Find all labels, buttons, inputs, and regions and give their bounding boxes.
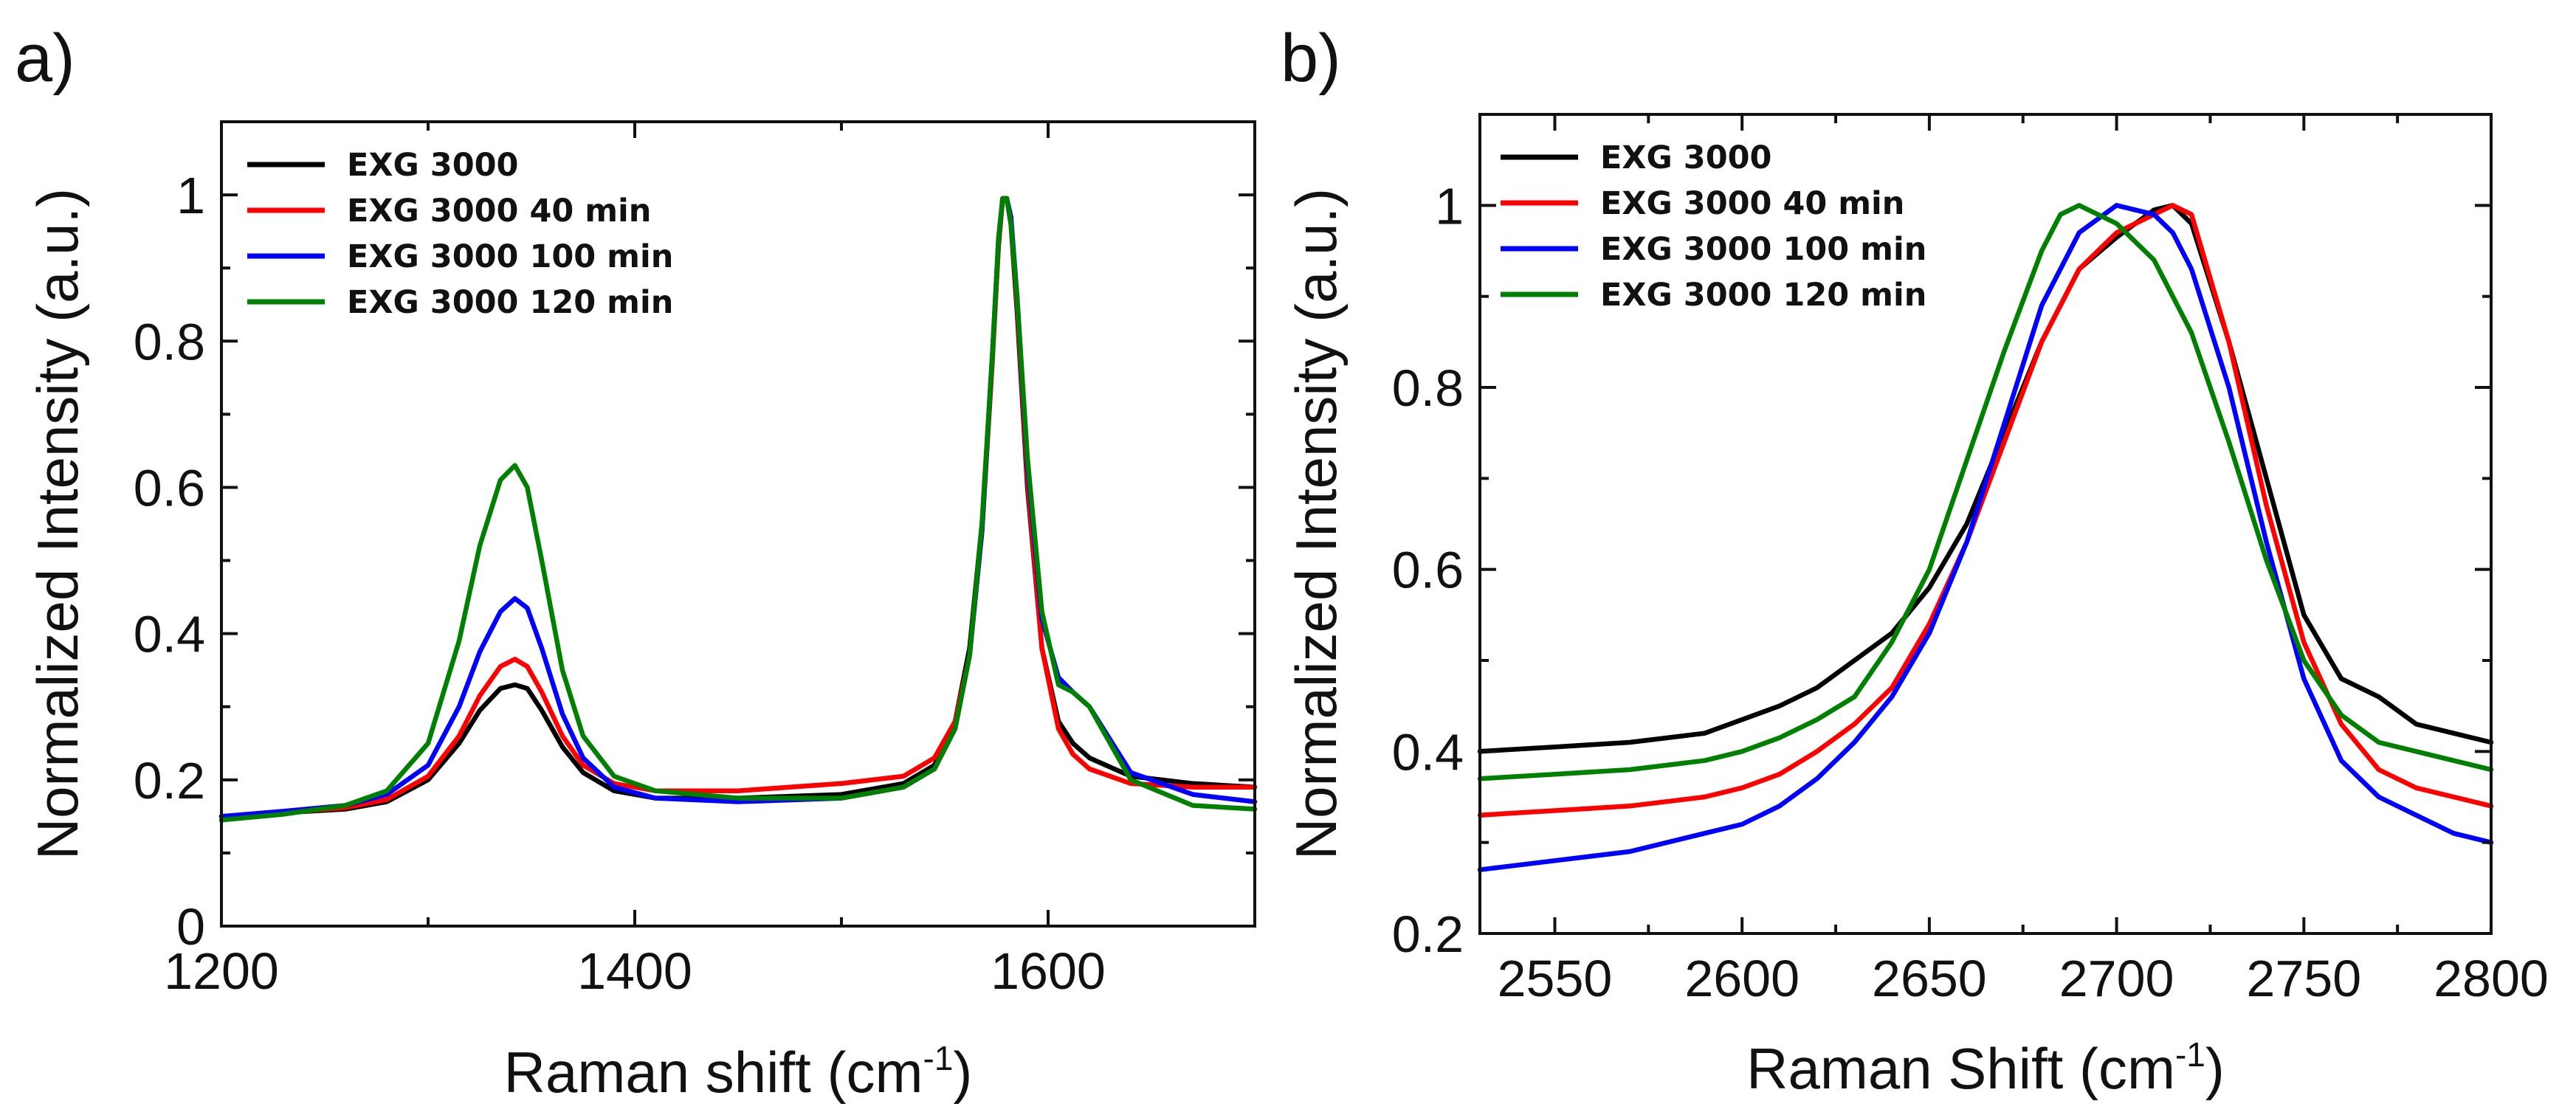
panel-b-x-tick-label: 2750 — [2246, 950, 2361, 1007]
panel-b-x-tick-label: 2700 — [2059, 950, 2174, 1007]
panel-b-x-axis-unit-base: (cm — [2079, 1036, 2175, 1101]
panel-a-y-tick-label: 1 — [176, 167, 205, 224]
panel-a-legend: EXG 3000 EXG 3000 40 min EXG 3000 100 min E… — [247, 147, 673, 321]
panel-b-series-line-2 — [1477, 203, 2494, 818]
panel-a-x-tick-label: 1400 — [577, 942, 692, 1000]
panel-b-legend-label-1: EXG 3000 — [1600, 139, 1771, 176]
panel-b-y-tick-label: 0.6 — [1392, 542, 1464, 599]
panel-a-label: a) — [15, 21, 75, 96]
panel-a-series-line-4 — [218, 196, 1258, 823]
panel-b-plot-frame — [1478, 113, 2493, 935]
panel-b-y-tick-label: 1 — [1435, 177, 1464, 235]
panel-b-legend-label-2: EXG 3000 40 min — [1600, 185, 1904, 222]
panel-b-x-tick-label: 2650 — [1872, 950, 1987, 1007]
panel-a-x-tick-label: 1200 — [164, 942, 279, 1000]
panel-b-x-tick-labels: 2550 2600 2650 2700 2750 2800 — [1498, 950, 2549, 1007]
panel-a-y-tick-label: 0 — [176, 898, 205, 956]
panel-b-y-tick-label: 0.2 — [1392, 905, 1464, 963]
panel-a-x-axis-unit-base: (cm — [827, 1040, 923, 1105]
panel-b-ticks — [1480, 114, 2493, 935]
panel-a-y-tick-labels: 0 0.2 0.4 0.6 0.8 1 — [134, 167, 205, 956]
panel-b-x-axis-unit-exp: -1 — [2175, 1035, 2205, 1074]
panel-b-x-tick-label: 2800 — [2434, 950, 2549, 1007]
panel-b-legend-label-3: EXG 3000 100 min — [1600, 231, 1926, 268]
panel-b-legend: EXG 3000 EXG 3000 40 min EXG 3000 100 min E… — [1501, 139, 1926, 314]
panel-a-legend-label-2: EXG 3000 40 min — [347, 193, 651, 229]
panel-a-x-tick-label: 1600 — [991, 942, 1106, 1000]
panel-b-y-tick-label: 0.8 — [1392, 359, 1464, 417]
panel-b-y-tick-labels: 0.2 0.4 0.6 0.8 1 — [1392, 177, 1464, 963]
panel-a-legend-label-1: EXG 3000 — [347, 147, 518, 184]
panel-a-legend-label-3: EXG 3000 100 min — [347, 238, 673, 275]
panel-a-x-axis-unit-close: ) — [953, 1040, 972, 1105]
panel-a-legend-label-4: EXG 3000 120 min — [347, 284, 673, 321]
chart-panel-b: b) 0.2 0.4 0.6 0.8 1 2550 2600 2650 2700 2750 280… — [1281, 21, 2549, 1101]
panel-a-y-tick-label: 0.6 — [134, 459, 205, 517]
panel-a-series-line-2 — [218, 196, 1258, 819]
panel-a-x-axis-unit-exp: -1 — [923, 1039, 953, 1077]
panel-b-x-axis-title-text: Raman Shift — [1746, 1036, 2064, 1101]
panel-b-x-tick-label: 2600 — [1684, 950, 1800, 1007]
panel-b-series-line-3 — [1477, 203, 2494, 872]
panel-b-series-layer — [1477, 203, 2494, 872]
panel-a-x-tick-labels: 1200 1400 1600 — [164, 942, 1106, 1000]
panel-a-y-axis-title: Normalized Intensity (a.u.) — [25, 188, 90, 860]
panel-b-label: b) — [1281, 21, 1341, 96]
panel-a-y-tick-label: 0.4 — [134, 606, 205, 663]
panel-a-x-axis-title: Raman shift (cm-1) — [504, 1039, 973, 1105]
panel-b-x-axis-title: Raman Shift (cm-1) — [1746, 1035, 2225, 1101]
panel-a-plot-frame — [220, 120, 1256, 928]
panel-a-y-tick-label: 0.8 — [134, 313, 205, 370]
panel-b-x-tick-label: 2550 — [1498, 950, 1613, 1007]
panel-a-y-tick-label: 0.2 — [134, 752, 205, 810]
chart-panel-a: a) 0 0.2 0.4 0.6 0.8 1 1200 1400 1600 Normalize… — [15, 21, 1258, 1105]
panel-b-x-axis-unit-close: ) — [2205, 1036, 2225, 1101]
panel-b-series-line-4 — [1477, 203, 2494, 781]
panel-a-x-axis-title-text: Raman shift — [504, 1040, 811, 1105]
panel-b-y-tick-label: 0.4 — [1392, 723, 1464, 781]
panel-b-y-axis-title: Normalized Intensity (a.u.) — [1284, 188, 1349, 860]
panel-a-series-layer — [218, 196, 1258, 823]
panel-b-legend-label-4: EXG 3000 120 min — [1600, 277, 1926, 314]
panel-a-ticks — [220, 122, 1255, 928]
